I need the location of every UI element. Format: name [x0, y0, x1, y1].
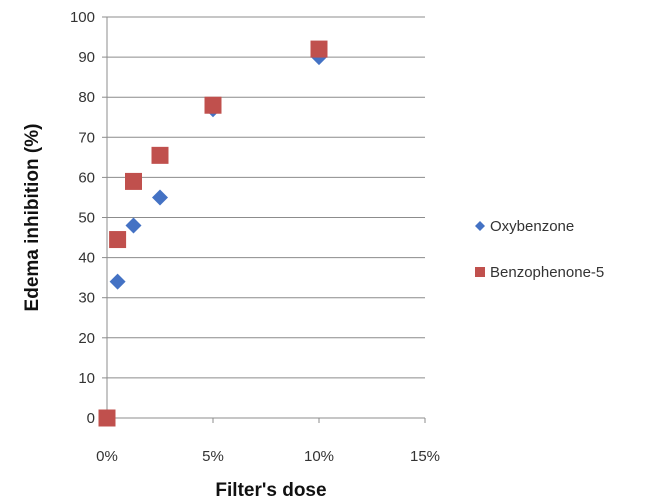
y-tick-label-2: 20 [78, 330, 95, 347]
data-point-0-1 [125, 217, 142, 234]
y-tick-label-10: 100 [70, 9, 95, 26]
data-point-1-2 [125, 172, 142, 190]
x-axis-title: Filter's dose [215, 480, 326, 501]
data-point-1-5 [310, 40, 328, 58]
legend-label-1: Benzophenone-5 [490, 264, 604, 281]
y-tick-label-7: 70 [78, 129, 95, 146]
series-oxybenzone [109, 49, 327, 290]
y-axis-ticks: 0 10 20 30 40 50 60 70 80 90 100 [70, 9, 107, 427]
y-tick-label-0: 0 [87, 410, 95, 427]
y-axis-title: Edema inhibition (%) [22, 124, 43, 312]
legend-marker-0 [475, 221, 485, 231]
y-tick-label-9: 90 [78, 49, 95, 66]
legend-item-0: Oxybenzone [475, 218, 574, 235]
x-tick-label-2: 10% [304, 448, 334, 465]
legend: Oxybenzone Benzophenone-5 [475, 218, 604, 281]
data-point-1-3 [151, 146, 169, 164]
data-point-0-2 [152, 189, 168, 206]
x-tick-label-0: 0% [96, 448, 118, 465]
data-point-1-4 [204, 96, 222, 114]
data-points [98, 40, 328, 427]
grid-lines [107, 16, 425, 379]
legend-label-0: Oxybenzone [490, 218, 574, 235]
data-point-1-1 [109, 231, 127, 249]
data-point-1-0 [98, 409, 116, 427]
plot-area: 0% 5% 10% 15% 0 10 20 30 40 50 60 70 80 90 100 [70, 9, 440, 465]
series-benzophenone-5 [98, 40, 328, 427]
x-axis-ticks: 0% 5% 10% 15% [96, 418, 440, 465]
y-tick-label-3: 30 [78, 290, 95, 307]
data-point-0-0 [109, 273, 126, 290]
x-tick-label-1: 5% [202, 448, 224, 465]
y-tick-label-1: 10 [78, 370, 95, 387]
legend-marker-1 [475, 267, 485, 277]
y-tick-label-6: 60 [78, 169, 95, 186]
y-tick-label-8: 80 [78, 89, 95, 106]
y-tick-label-5: 50 [78, 210, 95, 227]
x-tick-label-3: 15% [410, 448, 440, 465]
legend-item-1: Benzophenone-5 [475, 264, 604, 281]
y-tick-label-4: 40 [78, 250, 95, 267]
